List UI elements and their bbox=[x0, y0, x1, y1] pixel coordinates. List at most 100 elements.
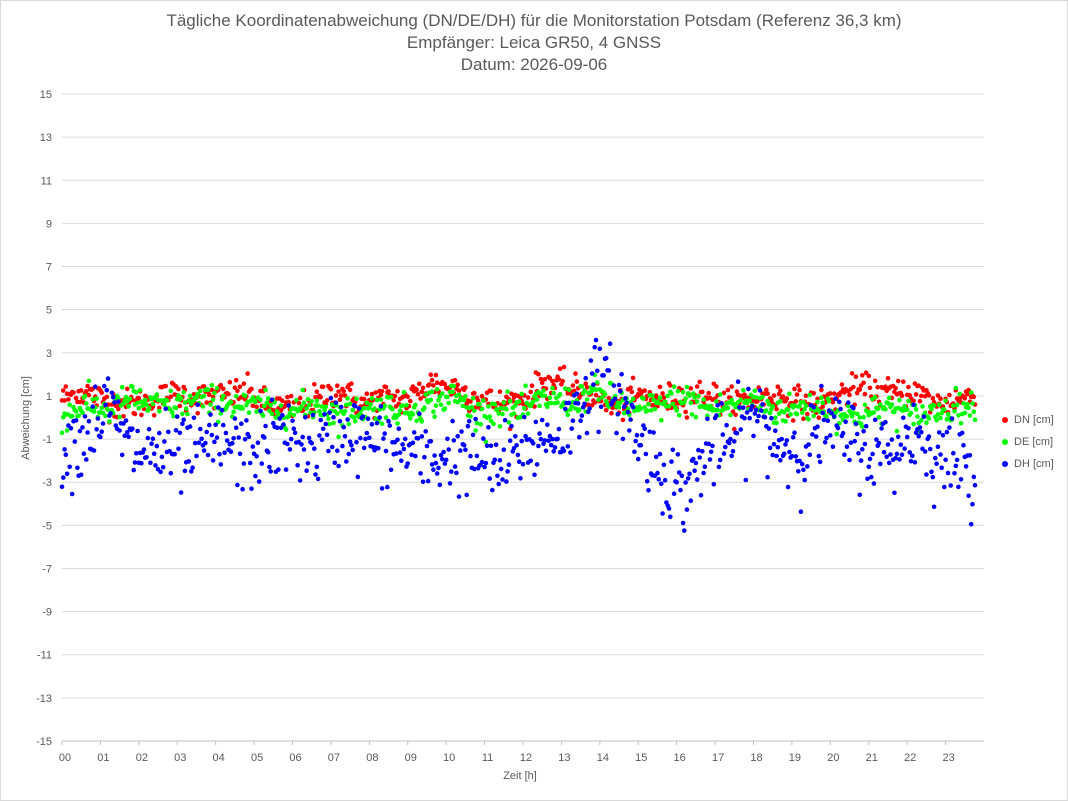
data-point bbox=[292, 430, 298, 436]
data-point bbox=[760, 394, 765, 400]
data-point bbox=[807, 392, 813, 398]
data-point bbox=[758, 408, 764, 413]
data-point bbox=[482, 464, 487, 470]
data-point bbox=[968, 390, 974, 395]
legend-label: DN [cm] bbox=[1014, 414, 1054, 426]
data-point bbox=[104, 387, 110, 393]
data-point bbox=[189, 469, 194, 474]
data-point bbox=[68, 426, 74, 431]
data-point bbox=[802, 477, 807, 483]
data-point bbox=[134, 390, 139, 395]
data-point bbox=[376, 445, 381, 451]
data-point bbox=[146, 426, 152, 432]
data-point bbox=[117, 414, 122, 420]
data-point bbox=[497, 424, 503, 429]
data-point bbox=[927, 446, 933, 452]
data-point bbox=[895, 378, 901, 384]
data-point bbox=[221, 386, 226, 392]
y-tick-label: 9 bbox=[46, 218, 52, 230]
data-point bbox=[769, 415, 774, 421]
data-point bbox=[592, 400, 597, 405]
data-point bbox=[844, 414, 850, 419]
data-point bbox=[157, 430, 162, 436]
data-point bbox=[369, 396, 375, 401]
data-point bbox=[861, 414, 866, 420]
data-point bbox=[632, 449, 637, 455]
data-point bbox=[221, 422, 226, 428]
data-point bbox=[327, 421, 332, 427]
data-point bbox=[669, 459, 674, 464]
data-point bbox=[285, 441, 290, 447]
data-point bbox=[299, 442, 304, 447]
data-point bbox=[619, 372, 624, 377]
data-point bbox=[820, 404, 825, 409]
data-point bbox=[461, 397, 467, 403]
data-point bbox=[413, 402, 418, 408]
data-point bbox=[752, 388, 758, 394]
y-tick-label: 1 bbox=[46, 391, 52, 403]
data-point bbox=[434, 386, 440, 392]
data-point bbox=[965, 401, 970, 407]
data-point bbox=[826, 398, 832, 404]
data-point bbox=[785, 407, 791, 413]
data-point bbox=[893, 455, 898, 461]
data-point bbox=[833, 396, 838, 402]
data-point bbox=[970, 401, 975, 406]
data-point bbox=[967, 453, 973, 458]
data-point bbox=[336, 463, 341, 469]
data-point bbox=[451, 438, 457, 443]
data-point bbox=[525, 411, 531, 416]
data-point bbox=[693, 460, 699, 466]
data-point bbox=[490, 487, 495, 493]
data-point bbox=[556, 377, 562, 382]
data-point bbox=[902, 403, 907, 409]
data-point bbox=[396, 412, 402, 418]
data-point bbox=[733, 412, 738, 418]
data-point bbox=[276, 411, 281, 417]
data-point bbox=[78, 388, 84, 393]
data-point bbox=[167, 406, 172, 412]
data-point bbox=[381, 436, 386, 441]
data-point bbox=[921, 414, 927, 420]
data-point bbox=[799, 461, 805, 467]
data-point bbox=[139, 461, 144, 466]
data-point bbox=[134, 451, 139, 456]
data-point bbox=[347, 439, 353, 445]
data-point bbox=[961, 401, 966, 406]
data-point bbox=[125, 430, 130, 435]
data-point bbox=[538, 436, 544, 442]
data-point bbox=[415, 436, 421, 441]
y-axis-ticks: 15 13 11 9 7 5 3 1 -1 -3 -5 -7 -9 -11 -13 -15 bbox=[36, 89, 52, 748]
data-point bbox=[528, 458, 533, 464]
data-point bbox=[121, 414, 126, 419]
data-point bbox=[878, 402, 883, 407]
data-point bbox=[233, 393, 239, 399]
data-point bbox=[386, 389, 391, 394]
data-point bbox=[926, 416, 932, 421]
data-point bbox=[91, 448, 97, 453]
data-point bbox=[737, 405, 742, 410]
data-point bbox=[141, 447, 147, 452]
data-point bbox=[684, 415, 690, 420]
data-point bbox=[62, 398, 67, 403]
data-point bbox=[504, 479, 509, 484]
data-point bbox=[78, 472, 84, 478]
data-point bbox=[75, 465, 80, 471]
data-point bbox=[565, 412, 571, 418]
data-point bbox=[178, 396, 184, 401]
data-point bbox=[587, 406, 592, 411]
data-point bbox=[793, 399, 799, 404]
data-point bbox=[629, 389, 635, 395]
data-point bbox=[436, 398, 441, 403]
data-point bbox=[858, 458, 864, 463]
data-point bbox=[959, 430, 965, 436]
data-point bbox=[305, 461, 311, 466]
data-point bbox=[383, 384, 389, 390]
data-point bbox=[205, 387, 211, 393]
data-point bbox=[707, 457, 713, 462]
data-point bbox=[385, 484, 390, 490]
data-point bbox=[668, 383, 673, 388]
data-point bbox=[176, 446, 181, 452]
data-point bbox=[939, 410, 944, 416]
data-point bbox=[926, 393, 932, 398]
